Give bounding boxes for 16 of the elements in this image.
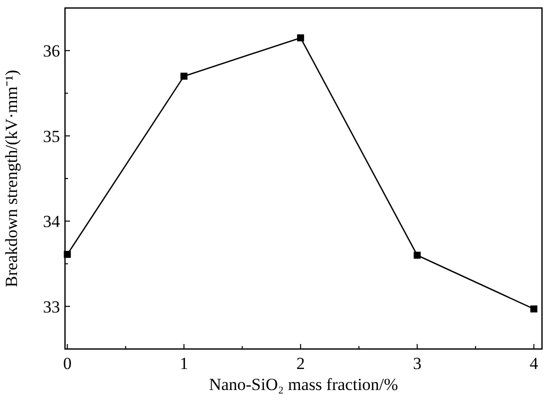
point [64,250,71,258]
x-tick-label: 3 [412,354,422,373]
x-tick-label: 2 [296,354,305,373]
point [530,305,538,312]
point [414,252,421,259]
y-tick-label: 34 [43,212,60,232]
y-tick-label: 33 [43,297,60,316]
x-tick-label: 0 [63,354,72,373]
point [297,34,304,42]
x-axis-title: Nano-SiO₂ mass fraction/% [208,375,398,394]
y-axis-title: Breakdown strength/(kV·mm⁻¹) [2,70,21,288]
y-tick-label: 35 [43,126,60,146]
y-tick-label: 36 [43,42,60,61]
x-tick-label: 4 [530,354,539,373]
point [180,72,188,80]
x-tick-label: 1 [180,354,188,373]
